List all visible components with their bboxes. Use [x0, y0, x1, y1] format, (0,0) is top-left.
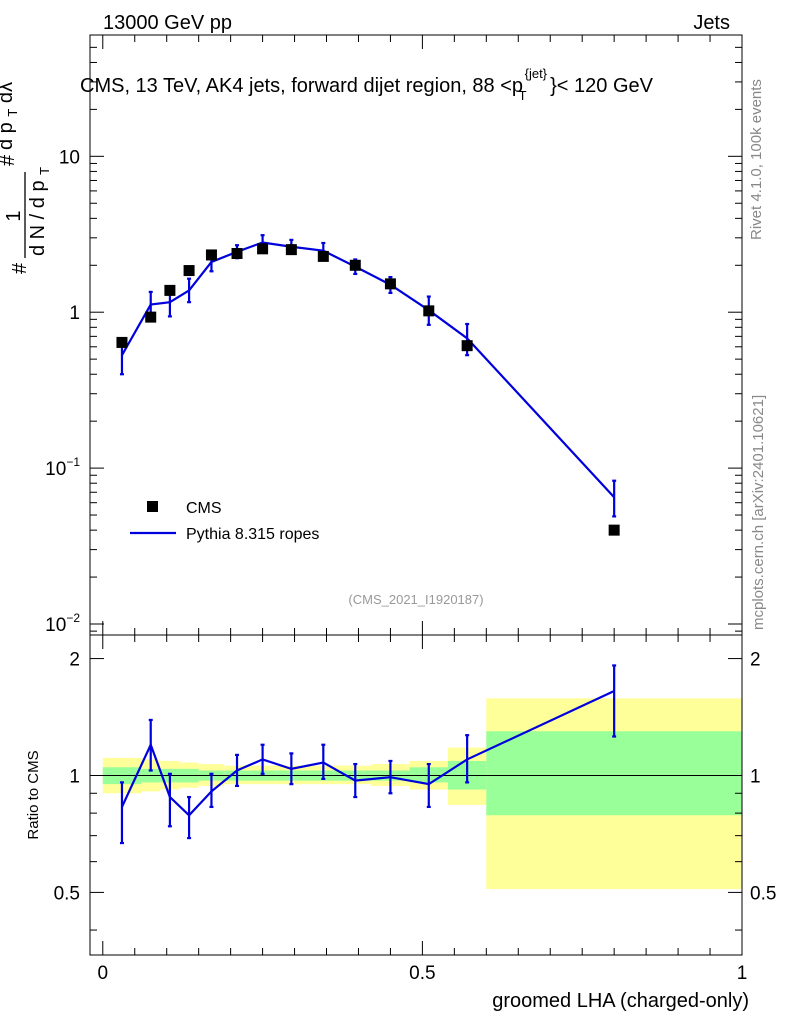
ratio-xtick-label: 0.5: [409, 963, 435, 984]
main-ytick-base: 1: [69, 303, 80, 324]
cms-point: [145, 311, 157, 323]
ylabel-frac2-den-end: dλ: [0, 82, 17, 103]
main-ylabel: # 1 d N / d p T # d 2 N d p T dλ: [0, 82, 52, 274]
side-label-mcplots: mcplots.cern.ch [arXiv:2401.10621]: [750, 395, 767, 630]
cms-point: [423, 305, 435, 317]
ylabel-frac1-den-sub: T: [37, 167, 52, 175]
ratio-mc-line: [120, 690, 615, 817]
main-ytick-label: 10−1: [45, 455, 80, 480]
ratio-frame: [89, 634, 743, 956]
ratio-panel: 0.5 0.5 1 1 2 2 0 0.5 1: [54, 634, 776, 984]
cms-point: [461, 340, 473, 352]
main-title: CMS, 13 TeV, AK4 jets, forward dijet reg…: [80, 61, 654, 105]
ratio-ytick-label-left: 1: [69, 766, 80, 787]
main-ytick-base: 10: [59, 147, 80, 168]
main-ytick-label: 10−2: [45, 611, 80, 636]
ratio-ytick-label-right: 0.5: [750, 883, 776, 904]
mc-line: [121, 241, 615, 499]
legend-label-cms: CMS: [186, 500, 222, 517]
side-label-rivet: Rivet 4.1.0, 100k events: [748, 79, 765, 240]
legend: CMS Pythia 8.315 ropes: [130, 500, 319, 543]
legend-label-mc: Pythia 8.315 ropes: [186, 526, 319, 543]
main-title-sup: {jet}: [525, 66, 548, 81]
watermark: (CMS_2021_I1920187): [348, 592, 483, 607]
header-right: Jets: [693, 12, 730, 34]
ylabel-frac2-den: d p T dλ: [0, 82, 22, 150]
cms-point: [349, 259, 361, 271]
main-ytick-base: 10: [45, 459, 66, 480]
cms-point: [205, 249, 217, 261]
cms-point: [183, 265, 195, 277]
ylabel-frac2-den-text: d p: [0, 122, 17, 150]
main-ytick-label: 10: [59, 147, 80, 168]
header-left: 13000 GeV pp: [103, 12, 232, 34]
ylabel-frac1-den-text: d N / d p: [27, 180, 49, 256]
ylabel-frac1-den: d N / d p T: [27, 167, 52, 256]
ratio-xtick-label: 1: [737, 963, 748, 984]
cms-point: [116, 336, 128, 348]
cms-point: [608, 524, 620, 536]
cms-point: [317, 250, 329, 262]
main-title-end: }< 120 GeV: [550, 75, 654, 97]
main-ytick-label: 1: [69, 303, 80, 324]
cms-point: [164, 284, 176, 296]
ratio-band-inner: [486, 731, 742, 816]
legend-marker-cms: [147, 501, 158, 512]
ylabel-hash-1: #: [9, 262, 31, 274]
ratio-ytick-label-right: 2: [750, 650, 761, 671]
ylabel-frac1-num: 1: [3, 210, 25, 221]
cms-point: [285, 244, 297, 256]
main-ytick-base: 10: [45, 615, 66, 636]
ratio-ytick-label-left: 0.5: [54, 883, 80, 904]
ratio-ylabel: Ratio to CMS: [25, 750, 42, 839]
ratio-axis-ticks: 0.5 0.5 1 1 2 2 0 0.5 1: [54, 635, 776, 984]
main-ytick-exp: −2: [66, 611, 80, 625]
ratio-xlabel: groomed LHA (charged-only): [492, 990, 749, 1012]
ylabel-frac2-den-sub: T: [5, 109, 20, 117]
ratio-ytick-label-right: 1: [750, 766, 761, 787]
main-ytick-exp: −1: [66, 455, 80, 469]
ylabel-hash-2: #: [0, 154, 19, 166]
ratio-data-marks: [119, 664, 617, 845]
main-title-sub: T: [519, 88, 527, 103]
main-title-text: CMS, 13 TeV, AK4 jets, forward dijet reg…: [80, 75, 523, 97]
ratio-bands: [102, 698, 742, 890]
ratio-xtick-label: 0: [97, 963, 108, 984]
cms-point: [257, 243, 269, 255]
main-data-marks: [116, 234, 620, 536]
main-frame: [89, 34, 743, 636]
cms-point: [384, 278, 396, 290]
ratio-ytick-label-left: 2: [69, 650, 80, 671]
cms-point: [231, 247, 243, 259]
